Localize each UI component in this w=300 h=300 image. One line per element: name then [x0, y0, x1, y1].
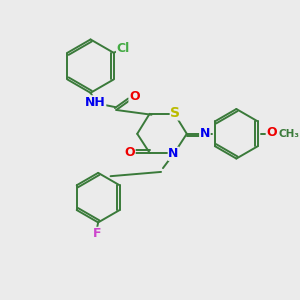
Text: N: N	[168, 147, 178, 160]
Text: O: O	[129, 90, 140, 103]
Text: NH: NH	[85, 96, 106, 109]
Text: O: O	[124, 146, 135, 159]
Text: N: N	[200, 127, 210, 140]
Text: Cl: Cl	[117, 43, 130, 56]
Text: S: S	[170, 106, 180, 120]
Text: CH₃: CH₃	[278, 129, 299, 139]
Text: F: F	[93, 227, 101, 240]
Text: O: O	[266, 126, 277, 139]
